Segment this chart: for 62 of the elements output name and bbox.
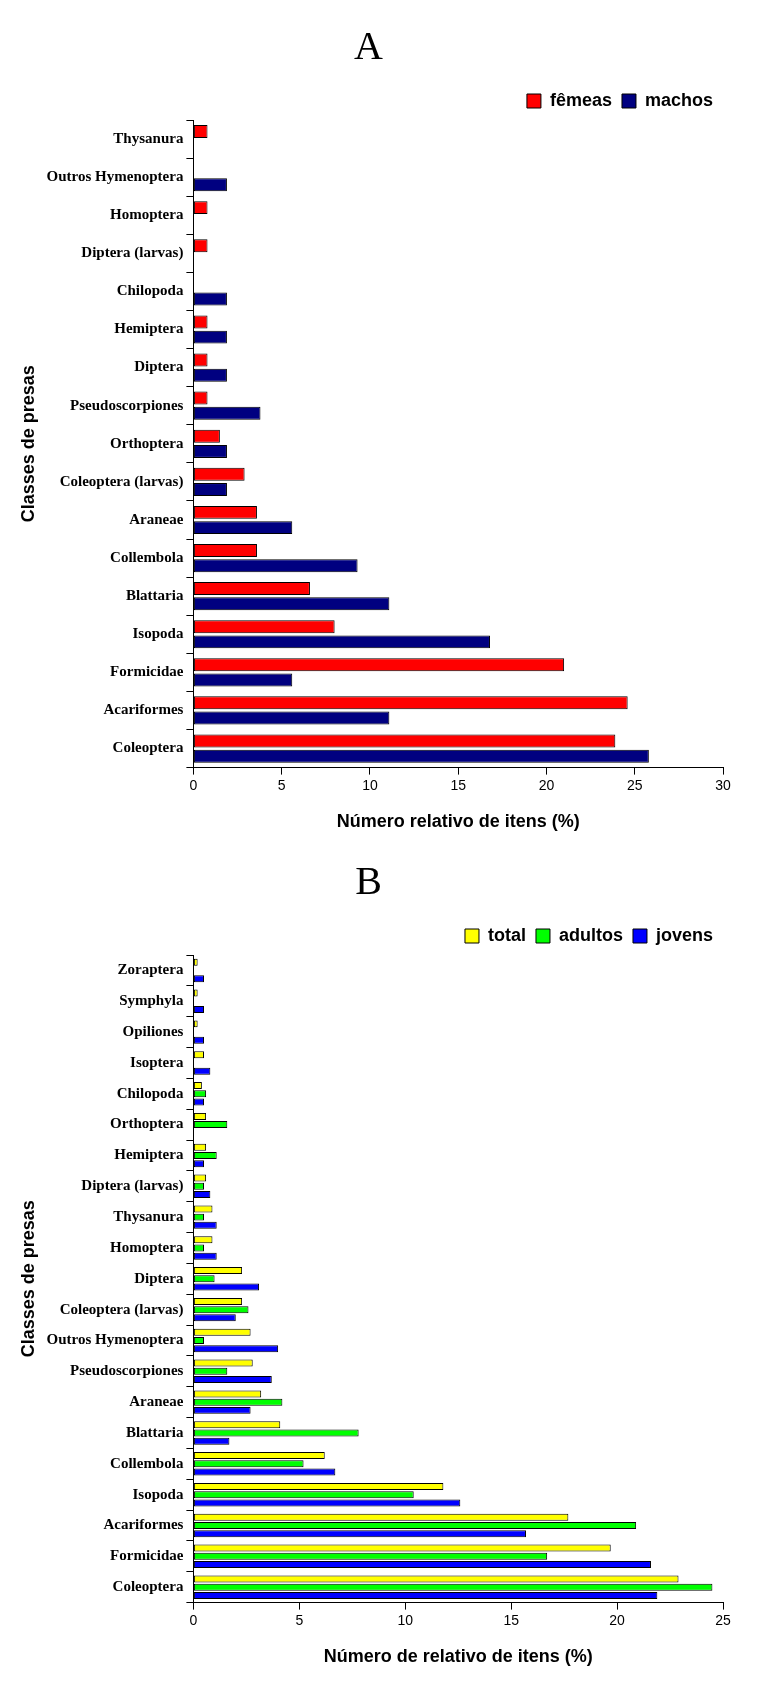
y-tick-label: Symphyla	[119, 992, 184, 1009]
y-tick-label: Hemiptera	[114, 1146, 184, 1163]
x-tick-label: 20	[609, 1611, 626, 1628]
y-tick-label: Blattaria	[125, 1423, 184, 1440]
y-tick-label: Diptera	[134, 358, 184, 375]
x-tick-label: 30	[715, 776, 731, 793]
y-tick-label: Coleoptera	[112, 739, 184, 756]
y-tick-label: Pseudoscorpiones	[70, 1362, 184, 1379]
y-tick-label: Acariformes	[103, 1516, 184, 1533]
legend-label: total	[487, 924, 526, 945]
y-tick-label: Blattaria	[125, 587, 184, 604]
legend-label: adultos	[558, 924, 623, 945]
x-axis-title: Número relativo de itens (%)	[336, 811, 580, 832]
y-tick-label: Formicidae	[110, 663, 184, 680]
x-tick-label: 10	[362, 776, 378, 793]
y-tick-label: Diptera (larvas)	[81, 244, 184, 262]
y-tick-label: Coleoptera	[112, 1578, 184, 1595]
y-tick-label: Pseudoscorpiones	[70, 396, 184, 413]
y-tick-label: Homoptera	[110, 1238, 184, 1255]
y-axis-title: Classes de presas	[17, 1200, 38, 1358]
y-tick-label: Formicidae	[110, 1547, 184, 1564]
y-tick-label: Homoptera	[110, 206, 184, 223]
y-tick-label: Chilopoda	[116, 282, 184, 299]
y-tick-label: Diptera (larvas)	[81, 1177, 184, 1195]
y-tick-label: Orthoptera	[110, 1115, 184, 1132]
y-tick-label: Collembola	[110, 1454, 184, 1471]
y-tick-label: Thysanura	[113, 129, 184, 146]
y-tick-label: Outros Hymenoptera	[46, 1331, 184, 1348]
x-tick-label: 10	[397, 1611, 414, 1628]
y-tick-label: Diptera	[134, 1269, 184, 1286]
y-tick-label: Orthoptera	[110, 434, 184, 451]
y-tick-label: Collembola	[110, 548, 184, 565]
y-tick-label: Coleoptera (larvas)	[59, 1300, 184, 1318]
y-tick-label: Isopoda	[132, 1485, 184, 1502]
x-tick-label: 15	[503, 1611, 520, 1628]
y-tick-label: Araneae	[129, 510, 184, 527]
x-tick-label: 0	[189, 1611, 198, 1628]
x-tick-label: 25	[715, 1611, 731, 1628]
y-tick-label: Hemiptera	[114, 320, 184, 337]
y-axis-title: Classes de presas	[17, 365, 38, 523]
legend-label: jovens	[654, 924, 714, 945]
chart-title: B	[355, 857, 382, 903]
y-tick-label: Isopoda	[132, 625, 184, 642]
x-tick-label: 5	[295, 1611, 304, 1628]
x-axis-title: Número de relativo de itens (%)	[323, 1646, 593, 1667]
y-tick-label: Thysanura	[113, 1208, 184, 1224]
y-tick-label: Opiliones	[122, 1022, 184, 1039]
x-tick-label: 5	[277, 776, 286, 793]
chart-title: A	[354, 22, 384, 68]
x-tick-label: 0	[189, 776, 198, 793]
x-tick-label: 15	[450, 776, 467, 793]
y-tick-label: Araneae	[129, 1393, 184, 1410]
y-tick-label: Acariformes	[103, 701, 184, 718]
y-tick-label: Outros Hymenoptera	[46, 168, 184, 185]
x-tick-label: 25	[626, 776, 643, 793]
y-tick-label: Zoraptera	[117, 961, 184, 978]
legend-label: fêmeas	[549, 89, 612, 110]
x-tick-label: 20	[538, 776, 555, 793]
legend-label: machos	[644, 89, 713, 110]
y-tick-label: Isoptera	[130, 1053, 184, 1070]
y-tick-label: Chilopoda	[116, 1084, 184, 1101]
y-tick-label: Coleoptera (larvas)	[59, 472, 184, 490]
